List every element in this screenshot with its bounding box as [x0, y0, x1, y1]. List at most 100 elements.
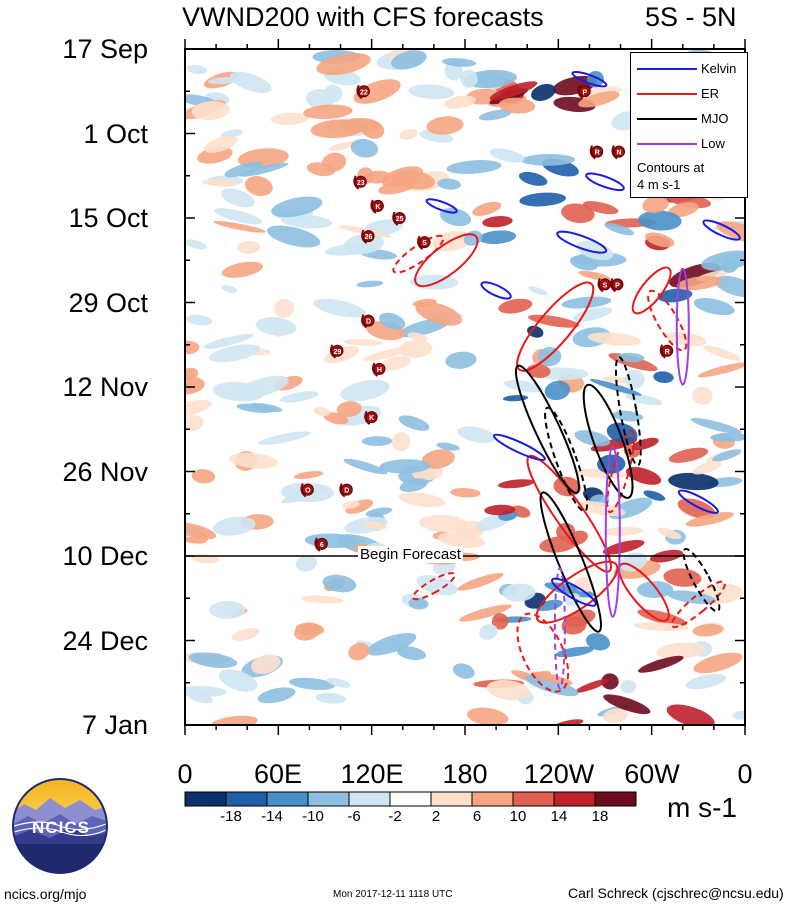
anomaly-patch [636, 581, 674, 598]
legend-item-kelvin: Kelvin [631, 59, 747, 79]
anomaly-patch [498, 97, 536, 114]
anomaly-patch [472, 201, 502, 216]
anomaly-patch [244, 176, 273, 197]
anomaly-patch [426, 116, 464, 135]
storm-marker: 25 [392, 211, 406, 226]
footer-url[interactable]: ncics.org/mjo [4, 886, 87, 902]
x-tick-label: 0 [177, 759, 193, 789]
legend-item-mjo: MJO [631, 109, 747, 129]
legend-swatch [637, 118, 697, 120]
anomaly-patch [353, 79, 401, 104]
anomaly-patch [399, 478, 428, 493]
anomaly-patch [381, 166, 424, 188]
anomaly-patch [539, 536, 578, 553]
contour-er [516, 612, 570, 693]
storm-marker: N [611, 145, 625, 160]
anomaly-patch [666, 704, 715, 725]
anomaly-patch [544, 380, 571, 401]
storm-marker: 22 [356, 84, 370, 100]
anomaly-patch [602, 539, 645, 555]
anomaly-patch [467, 707, 509, 725]
storm-marker: P [609, 277, 624, 293]
contour-er [516, 281, 595, 372]
anomaly-patch [188, 652, 238, 669]
storm-marker-label: 29 [334, 349, 342, 356]
anomaly-patch [657, 288, 693, 303]
anomaly-patch [693, 652, 743, 674]
anomaly-patch [561, 203, 595, 223]
contour-er [631, 266, 672, 315]
anomaly-patch [458, 604, 512, 622]
anomaly-patch [519, 192, 566, 207]
storm-marker: D [361, 314, 375, 329]
x-tick-label: 60W [624, 759, 680, 789]
anomaly-patch [624, 369, 645, 389]
anomaly-patch [497, 479, 535, 489]
storm-marker-swirl [356, 84, 363, 100]
y-tick-label: 26 Nov [62, 457, 148, 487]
colorbar-tick-label: 14 [550, 808, 568, 825]
anomaly-patch [478, 230, 517, 245]
chart-title: VWND200 with CFS forecasts [182, 2, 544, 32]
anomaly-patch [486, 679, 530, 701]
anomaly-patch [185, 415, 204, 432]
storm-marker-swirl [659, 344, 666, 359]
anomaly-patch [221, 261, 263, 278]
anomaly-patch [201, 179, 239, 187]
anomaly-patch [643, 490, 666, 501]
anomaly-patch [693, 298, 735, 316]
anomaly-patch [326, 677, 351, 688]
anomaly-patch [441, 58, 477, 67]
anomaly-patch [271, 196, 323, 218]
storm-marker-dot [611, 278, 624, 291]
anomaly-patch [338, 225, 392, 238]
contour-mjo [682, 548, 721, 613]
anomaly-patch [478, 109, 512, 121]
anomaly-patch [443, 95, 477, 109]
y-tick-label: 15 Oct [68, 203, 148, 233]
legend-swatch [637, 68, 697, 70]
storm-marker: R [589, 145, 604, 160]
anomaly-patch [450, 488, 481, 498]
anomaly-patch [710, 432, 745, 442]
footer-author: Carl Schreck (cjschrec@ncsu.edu) [568, 885, 784, 901]
anomaly-patch [251, 654, 281, 674]
anomaly-patch [617, 352, 645, 363]
contour-kelvin [425, 198, 458, 214]
anomaly-patch [457, 572, 504, 591]
anomaly-patch [313, 298, 366, 318]
storm-marker: R [659, 344, 674, 359]
colorbar-tick-label: 6 [472, 808, 482, 825]
storm-marker-dot [315, 537, 328, 550]
wave-contours [392, 70, 741, 693]
anomaly-patch [350, 138, 379, 158]
anomaly-patch [484, 504, 516, 516]
anomaly-patch [398, 340, 433, 358]
storm-marker: S [417, 235, 431, 250]
anomaly-patch [213, 220, 266, 233]
anomaly-patch [576, 240, 614, 261]
anomaly-patch [712, 449, 742, 462]
colorbar-tick-label: 18 [591, 808, 609, 825]
anomaly-patch [342, 501, 360, 509]
anomaly-patch [365, 507, 393, 517]
contour-er [617, 562, 670, 622]
anomaly-patch [310, 119, 364, 139]
storm-marker-label: R [665, 349, 670, 356]
legend-swatch [637, 143, 697, 145]
anomaly-patch [732, 710, 745, 720]
anomaly-patch [328, 141, 358, 151]
anomaly-patch [280, 214, 333, 229]
colorbar-tick-label: -18 [220, 808, 242, 825]
anomaly-patch [361, 436, 393, 446]
anomaly-patch [366, 633, 417, 656]
storm-marker-label: 22 [360, 89, 368, 96]
storm-marker-label: S [603, 282, 608, 289]
anomaly-patch [569, 255, 598, 271]
anomaly-patch [186, 64, 208, 75]
ncics-logo [12, 778, 108, 874]
anomaly-patch [306, 89, 335, 109]
anomaly-patch [185, 340, 200, 355]
anomaly-patch [379, 312, 406, 330]
anomaly-patch [585, 633, 611, 651]
